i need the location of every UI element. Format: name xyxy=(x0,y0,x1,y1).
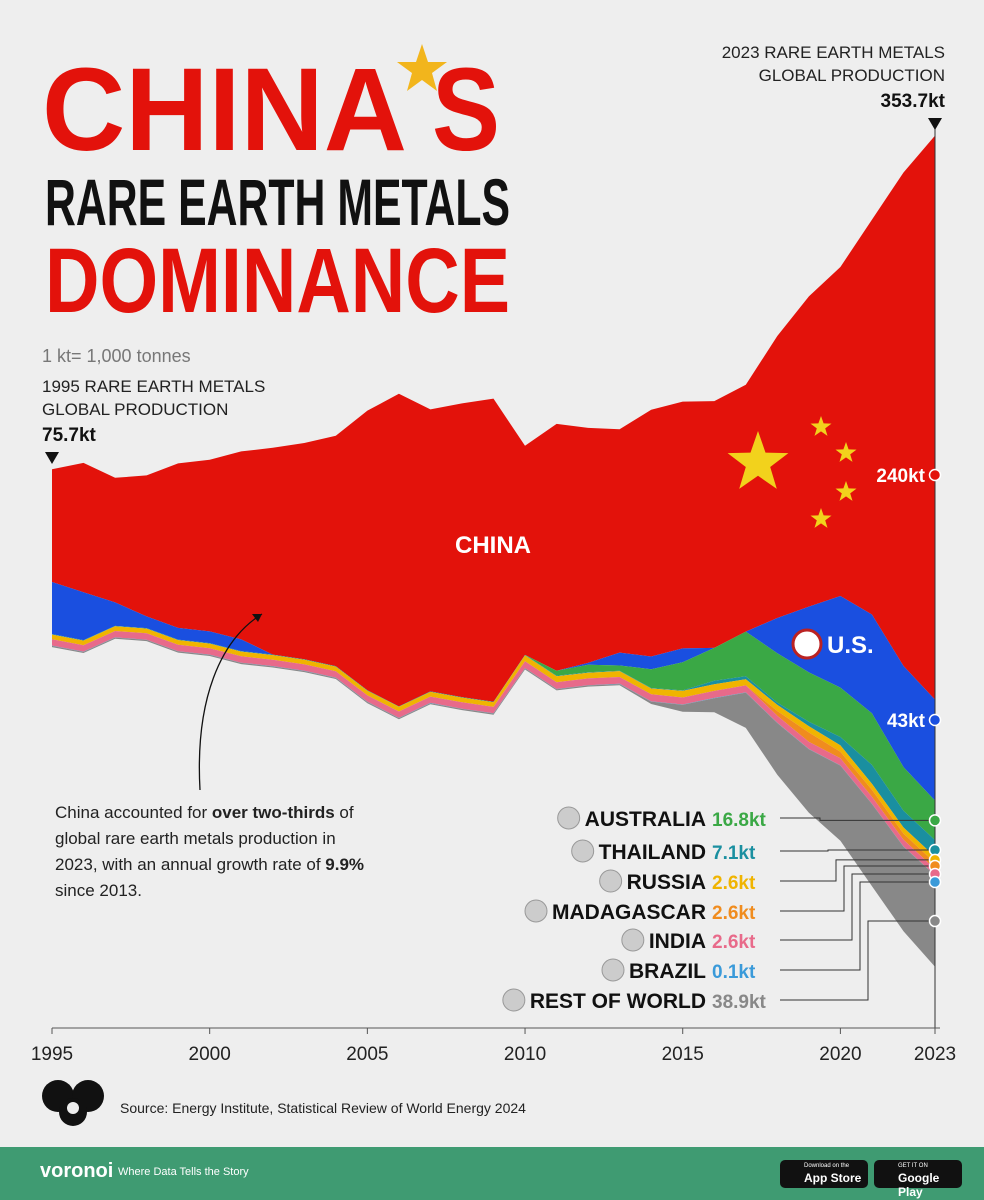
legend-name: BRAZIL xyxy=(629,960,706,983)
logo xyxy=(42,1080,104,1126)
annotation-line: 1995 RARE EARTH METALS xyxy=(42,377,265,396)
legend-value: 2.6kt xyxy=(712,873,756,894)
flag-icon xyxy=(601,958,625,982)
title-part: RARE EARTH METALS xyxy=(45,165,510,239)
store-big: App Store xyxy=(804,1171,862,1185)
legend-name: THAILAND xyxy=(599,841,706,864)
chart: CHINA S RARE EARTH METALS DOMINANCE 1 kt… xyxy=(31,43,956,1126)
leader-line xyxy=(780,873,935,941)
flag-star xyxy=(810,416,832,436)
note-run: over two-thirds xyxy=(211,803,335,822)
x-tick-label: 2015 xyxy=(662,1044,704,1065)
leader-line xyxy=(780,859,935,882)
area xyxy=(52,582,935,801)
end-dot xyxy=(928,468,942,482)
x-tick-label: 2020 xyxy=(819,1044,861,1065)
value-label: 43kt xyxy=(887,711,926,732)
area xyxy=(52,626,935,863)
leader-line xyxy=(780,920,935,1001)
store-small: Download on the xyxy=(804,1163,850,1169)
legend-value: 38.9kt xyxy=(712,992,767,1013)
annotation-note: China accounted for over two-thirds of g… xyxy=(55,800,375,904)
source: Source: Energy Institute, Statistical Re… xyxy=(120,1100,526,1116)
flag-icon xyxy=(502,988,526,1012)
flag-icon xyxy=(557,806,581,830)
area xyxy=(52,631,935,876)
title-part: DOMINANCE xyxy=(45,230,510,332)
annotation-value: 353.7kt xyxy=(881,91,946,112)
title-part: S xyxy=(432,44,500,176)
flag-star xyxy=(835,481,857,501)
footer: voronoi Where Data Tells the Story Downl… xyxy=(0,1147,984,1200)
area xyxy=(52,625,935,841)
area xyxy=(52,135,935,707)
legend-value: 16.8kt xyxy=(712,810,767,831)
flag-star xyxy=(727,431,789,489)
series-label: CHINA xyxy=(455,532,531,559)
annotation-line: 2023 RARE EARTH METALS xyxy=(722,43,945,62)
end-dot xyxy=(928,814,942,827)
flag-icon xyxy=(599,869,623,893)
legend-name: MADAGASCAR xyxy=(552,901,706,924)
legend-value: 2.6kt xyxy=(712,903,756,924)
total-marker xyxy=(928,118,942,130)
annotation-value: 75.7kt xyxy=(42,425,97,446)
store-big: Google Play xyxy=(898,1171,940,1199)
plot-area: 1995 2000 2005 2010 2015 2020 2023 1995 RARE EA… xyxy=(31,43,956,1065)
legend-name: INDIA xyxy=(649,930,706,953)
legend-name: RUSSIA xyxy=(627,871,706,894)
legend-value: 7.1kt xyxy=(712,843,756,864)
flag-icon xyxy=(621,928,645,952)
legend-value: 2.6kt xyxy=(712,932,756,953)
legend-name: AUSTRALIA xyxy=(585,808,706,831)
note-run: since 2013. xyxy=(55,881,142,900)
leader-line xyxy=(780,849,935,852)
total-marker xyxy=(45,452,59,464)
x-tick-label: 2000 xyxy=(189,1044,231,1065)
annotation-line: GLOBAL PRODUCTION xyxy=(42,400,228,419)
value-label: 240kt xyxy=(876,466,925,487)
note-run: of global rare earth metals production i… xyxy=(55,803,354,874)
flag-star xyxy=(810,508,832,528)
brand: voronoi xyxy=(40,1160,114,1182)
x-tick-label: 2010 xyxy=(504,1044,546,1065)
end-dot xyxy=(928,875,942,889)
store-small: GET IT ON xyxy=(898,1163,928,1169)
note-arrowhead xyxy=(252,614,262,622)
note-run: China accounted for xyxy=(55,803,212,822)
store-button[interactable]: Download on the App Store xyxy=(780,1160,868,1188)
end-dot xyxy=(928,713,942,727)
leader-line xyxy=(780,881,935,971)
legend-name: REST OF WORLD xyxy=(530,990,706,1013)
store-button[interactable]: GET IT ON Google Play xyxy=(874,1160,962,1199)
flag-icon xyxy=(791,628,823,660)
unit-note: 1 kt= 1,000 tonnes xyxy=(42,346,191,366)
x-tick-label: 2005 xyxy=(346,1044,388,1065)
series-label: U.S. xyxy=(827,632,874,659)
x-tick-label: 2023 xyxy=(914,1044,956,1065)
flag-star xyxy=(835,442,857,462)
leader-line xyxy=(780,865,935,912)
note-run: 9.9% xyxy=(325,855,365,874)
note-arrow xyxy=(198,613,263,791)
title-part: CHINA xyxy=(42,44,407,176)
x-tick-label: 1995 xyxy=(31,1044,73,1065)
tagline: Where Data Tells the Story xyxy=(118,1166,249,1178)
annotation-line: GLOBAL PRODUCTION xyxy=(759,66,945,85)
legend-value: 0.1kt xyxy=(712,962,756,983)
flag-icon xyxy=(524,899,548,923)
leader-line xyxy=(780,817,935,821)
title-star xyxy=(397,44,447,91)
flag-icon xyxy=(571,839,595,863)
end-dot xyxy=(928,914,942,928)
area xyxy=(52,625,935,857)
